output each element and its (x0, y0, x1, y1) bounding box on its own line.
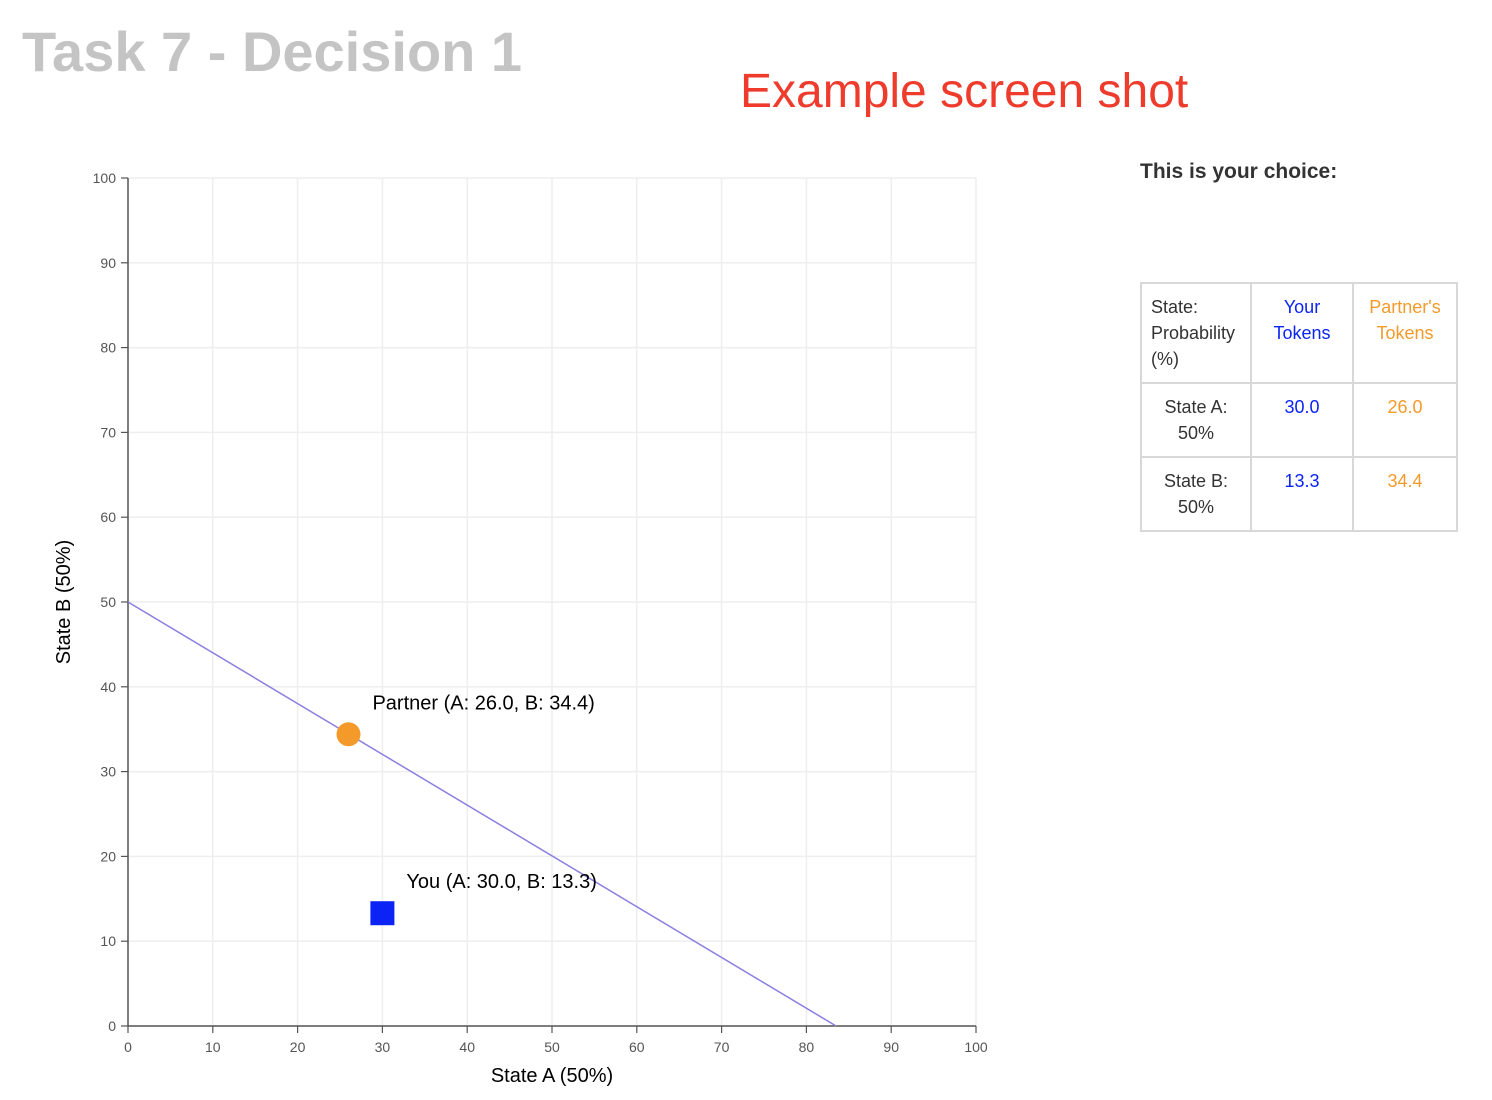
header-state-probability: State: Probability (%) (1140, 282, 1252, 384)
y-tick-label: 70 (100, 424, 116, 440)
x-tick-label: 40 (459, 1039, 475, 1055)
y-tick-label: 40 (100, 679, 116, 695)
x-tick-label: 70 (714, 1039, 730, 1055)
you-point-label: You (A: 30.0, B: 13.3) (406, 871, 597, 893)
choice-heading: This is your choice: (1140, 160, 1338, 183)
state-b-partner-tokens: 34.4 (1352, 456, 1458, 532)
header-partner-tokens: Partner's Tokens (1352, 282, 1458, 384)
y-tick-label: 90 (100, 255, 116, 271)
x-tick-label: 10 (205, 1039, 221, 1055)
state-b-cell: State B: 50% (1140, 456, 1252, 532)
state-a-your-tokens: 30.0 (1250, 382, 1354, 458)
state-b-your-tokens: 13.3 (1250, 456, 1354, 532)
table-row: State B: 50% 13.3 34.4 (1140, 456, 1458, 532)
table-row: State A: 50% 30.0 26.0 (1140, 382, 1458, 458)
x-tick-label: 20 (290, 1039, 306, 1055)
y-tick-label: 60 (100, 509, 116, 525)
partner-point[interactable] (336, 722, 361, 747)
chart-grid (127, 177, 977, 1027)
y-axis-title: State B (50%) (53, 540, 75, 665)
x-tick-label: 80 (799, 1039, 815, 1055)
y-tick-label: 20 (100, 848, 116, 864)
budget-line[interactable] (127, 601, 837, 1027)
y-tick-label: 80 (100, 340, 116, 356)
x-tick-label: 50 (544, 1039, 560, 1055)
budget-chart[interactable]: 0 10 20 30 40 50 60 70 80 90 100 0 10 20 30 40 50 60 70 80 9… (0, 0, 1100, 1100)
x-tick-label: 100 (964, 1039, 988, 1055)
state-a-partner-tokens: 26.0 (1352, 382, 1458, 458)
x-tick-label: 90 (883, 1039, 899, 1055)
example-banner: Example screen shot (740, 65, 1189, 118)
y-tick-label: 50 (100, 594, 116, 610)
x-axis-title: State A (50%) (491, 1065, 613, 1087)
header-your-tokens: Your Tokens (1250, 282, 1354, 384)
choice-table-header-row: State: Probability (%) Your Tokens Partn… (1140, 282, 1458, 384)
y-tick-label: 30 (100, 764, 116, 780)
choice-table: State: Probability (%) Your Tokens Partn… (1140, 282, 1458, 532)
y-tick-label: 0 (108, 1018, 116, 1034)
y-tick-label: 100 (93, 170, 117, 186)
chart-axes: 0 10 20 30 40 50 60 70 80 90 100 0 10 20 30 40 50 60 70 80 9… (53, 170, 988, 1087)
you-point[interactable] (370, 901, 395, 926)
x-tick-label: 0 (124, 1039, 132, 1055)
partner-point-label: Partner (A: 26.0, B: 34.4) (372, 692, 594, 714)
page-title: Task 7 - Decision 1 (22, 20, 523, 83)
x-tick-label: 60 (629, 1039, 645, 1055)
y-tick-label: 10 (100, 933, 116, 949)
state-a-cell: State A: 50% (1140, 382, 1252, 458)
x-tick-label: 30 (375, 1039, 391, 1055)
chart-data: Partner (A: 26.0, B: 34.4) You (A: 30.0, … (127, 601, 837, 1027)
